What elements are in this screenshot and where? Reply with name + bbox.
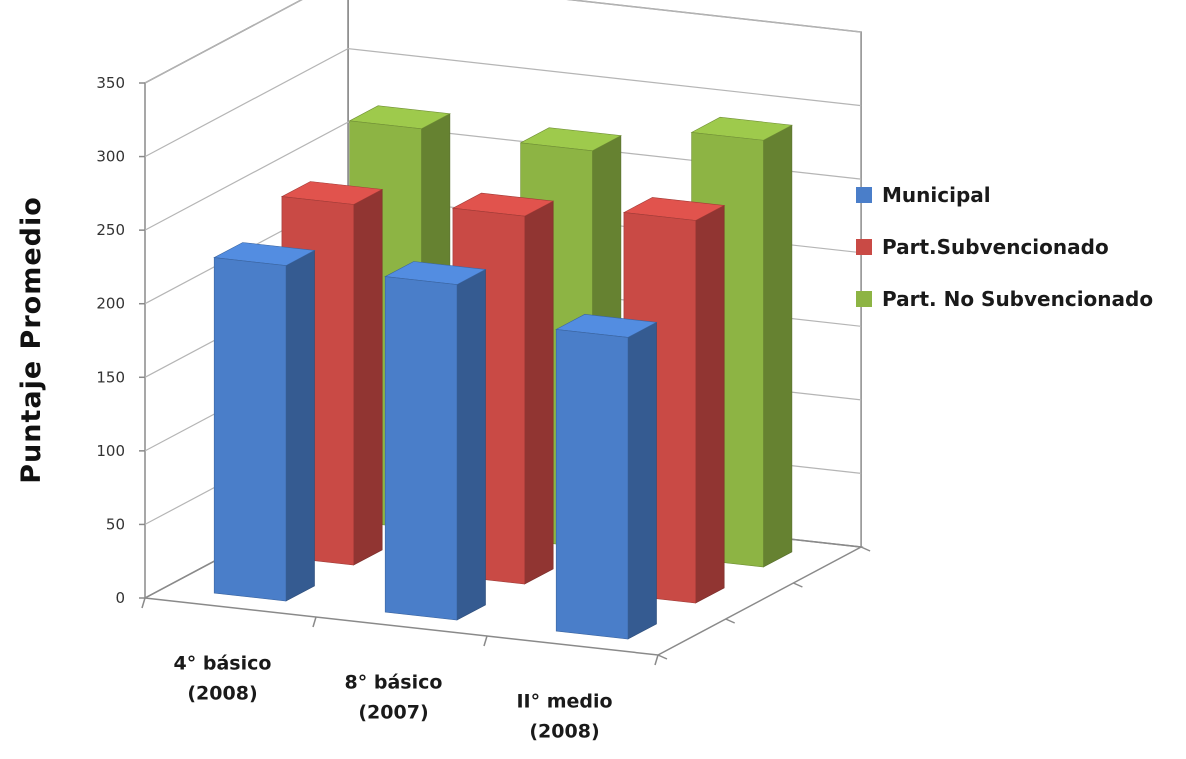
y-axis-title: Puntaje Promedio (16, 196, 47, 484)
gridline (144, 0, 862, 84)
chart-legend: Municipal Part.Subvencionado Part. No Subv… (856, 183, 1153, 311)
x-tick-label: II° medio (2008) (516, 691, 612, 743)
gridline (144, 121, 862, 231)
depth-tick-mark (860, 546, 871, 552)
bar-municipal-2 (555, 313, 658, 640)
y-axis-ticks: 0 50 100 150 200 250 300 350 (96, 74, 145, 607)
x-tick-label: 8° básico (2007) (345, 672, 443, 724)
y-tick-label: 0 (115, 589, 125, 607)
x-tick-label: 4° básico (2008) (174, 653, 272, 705)
depth-tick-mark (657, 654, 668, 660)
x-tick-mark (312, 616, 317, 628)
x-tick-mark (141, 597, 146, 609)
legend-swatch (856, 187, 872, 203)
y-tick-label: 300 (96, 148, 125, 166)
x-axis-ticks: 4° básico (2008) 8° básico (2007) II° medio(… (141, 546, 871, 743)
legend-label: Part. No Subvencionado (882, 287, 1153, 311)
depth-tick-mark (725, 618, 736, 624)
y-tick-label: 50 (106, 515, 125, 533)
y-tick-label: 100 (96, 442, 125, 460)
legend-swatch (856, 239, 872, 255)
y-tick-label: 350 (96, 74, 125, 92)
gridline (144, 47, 862, 158)
chart-bars (213, 105, 793, 640)
y-tick-label: 200 (96, 295, 125, 313)
bar-municipal-0 (213, 242, 316, 602)
y-tick-label: 150 (96, 368, 125, 386)
x-tick-mark (483, 635, 488, 647)
depth-tick-mark (793, 582, 803, 588)
y-tick-label: 250 (96, 221, 125, 239)
bar-municipal-1 (384, 261, 487, 621)
legend-label: Municipal (882, 183, 991, 207)
x-tick-mark (654, 654, 659, 666)
legend-label: Part.Subvencionado (882, 235, 1109, 259)
legend-swatch (856, 291, 872, 307)
